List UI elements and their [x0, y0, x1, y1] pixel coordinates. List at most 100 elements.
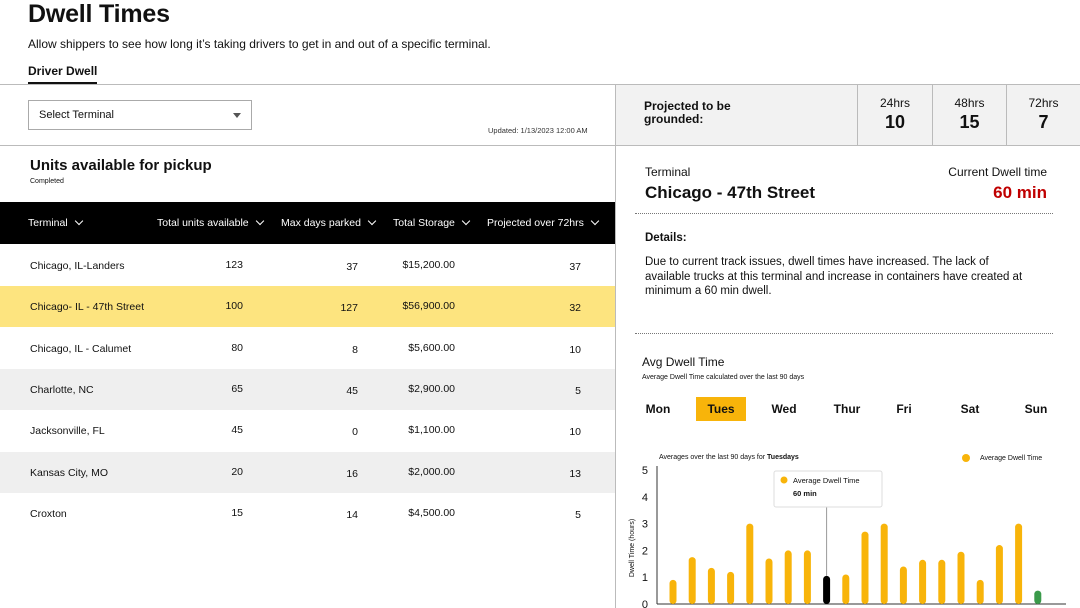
terminal-select[interactable]: Select Terminal: [28, 100, 252, 130]
table-cell: Chicago, IL-Landers: [30, 260, 125, 272]
chevron-down-icon: [367, 216, 377, 226]
tooltip-label: Average Dwell Time: [793, 476, 860, 485]
chart-bar: [976, 579, 984, 604]
chart-bar: [765, 558, 773, 604]
table-row[interactable]: Chicago, IL - Calumet 80 8 $5,600.00 10: [0, 328, 615, 369]
dotted-divider: [635, 213, 1053, 214]
units-subtitle: Completed: [30, 178, 64, 185]
table-cell: 127: [340, 302, 358, 315]
column-label: Total units available: [157, 217, 249, 229]
table-cell: 100: [225, 300, 243, 313]
table-cell: 45: [346, 384, 358, 397]
column-label: Terminal: [28, 217, 68, 229]
day-tab-sun[interactable]: Sun: [1024, 402, 1048, 416]
table-cell: 13: [569, 467, 581, 480]
details-text: Due to current track issues, dwell times…: [645, 256, 1023, 297]
terminal-name: Chicago - 47th Street: [645, 183, 816, 202]
y-tick-label: 1: [642, 572, 648, 584]
chart-bar: [919, 559, 927, 604]
table-cell: 10: [569, 426, 581, 439]
chevron-down-icon: [255, 216, 264, 226]
table-cell: 0: [352, 426, 358, 439]
updated-timestamp: Updated: 1/13/2023 12:00 AM: [488, 126, 588, 135]
column-header-terminal[interactable]: Terminal: [28, 216, 83, 229]
tooltip-dot-icon: [780, 476, 788, 484]
day-tab-mon[interactable]: Mon: [645, 402, 671, 416]
column-header-total-units[interactable]: Total units available: [157, 216, 264, 229]
current-dwell-label: Current Dwell time: [948, 165, 1047, 179]
day-tab-fri[interactable]: Fri: [896, 402, 912, 416]
avg-dwell-subtitle: Average Dwell Time calculated over the l…: [642, 374, 805, 381]
terminal-label: Terminal: [645, 165, 691, 179]
table-cell: 14: [346, 508, 358, 521]
column-header-max-days[interactable]: Max days parked: [281, 216, 377, 229]
divider: [0, 84, 1080, 85]
table-cell: 10: [569, 343, 581, 356]
table-row[interactable]: Chicago- IL - 47th Street 100 127 $56,900.0…: [0, 286, 615, 328]
table-cell: $2,900.00: [408, 382, 455, 395]
projected-period: 48hrs: [954, 96, 985, 110]
column-header-projected[interactable]: Projected over 72hrs: [487, 216, 600, 229]
day-tab-sat[interactable]: Sat: [960, 402, 980, 416]
table-cell: $56,900.00: [402, 300, 455, 313]
table-cell: 45: [231, 424, 243, 437]
projected-value: 7: [1038, 112, 1049, 132]
y-tick-label: 4: [642, 492, 648, 504]
tooltip-box: [773, 470, 883, 508]
table-cell: $2,000.00: [408, 465, 455, 478]
projected-period: 24hrs: [879, 96, 911, 110]
table-row[interactable]: Jacksonville, FL 45 0 $1,100.00 10: [0, 410, 615, 451]
chart-bar: [861, 531, 869, 604]
y-tick-label: 0: [642, 599, 648, 608]
table-cell: 8: [352, 343, 358, 356]
chart-bar: [803, 550, 811, 604]
chart-bar: [842, 574, 850, 604]
y-axis-label: Dwell Time (hours): [629, 519, 636, 577]
table-row[interactable]: Croxton 15 14 $4,500.00 5: [0, 493, 615, 534]
table-cell: Chicago, IL - Calumet: [30, 342, 132, 355]
day-tab-tues[interactable]: Tues: [696, 397, 746, 421]
day-tab-wed[interactable]: Wed: [771, 402, 797, 416]
divider: [0, 145, 1080, 146]
legend-label: Average Dwell Time: [980, 454, 1043, 462]
column-label: Projected over 72hrs: [487, 217, 584, 229]
projected-label: Projected to be grounded:: [644, 99, 731, 126]
dotted-divider: [635, 333, 1053, 334]
chart-bar: [1015, 523, 1023, 604]
page-subtitle: Allow shippers to see how long it’s taki…: [28, 37, 491, 51]
table-row[interactable]: Chicago, IL-Landers 123 37 $15,200.00 37: [0, 245, 615, 286]
panel-divider: [615, 84, 616, 608]
table-cell: 16: [346, 467, 358, 480]
table-cell: Charlotte, NC: [30, 383, 94, 396]
chart-bar: [995, 545, 1003, 604]
tab-driver-dwell[interactable]: Driver Dwell: [28, 64, 98, 84]
y-tick-label: 5: [642, 465, 648, 477]
table-row[interactable]: Charlotte, NC 65 45 $2,900.00 5: [0, 368, 615, 410]
table-cell: Croxton: [30, 507, 67, 520]
day-tab-thur[interactable]: Thur: [833, 402, 861, 416]
chart-bar: [746, 523, 754, 604]
table-header: Terminal Total units available Max days …: [0, 202, 615, 244]
column-label: Total Storage: [393, 217, 455, 229]
table-cell: $15,200.00: [402, 259, 455, 271]
table-cell: 65: [231, 382, 243, 395]
projected-72hrs: 72hrs 7: [1006, 85, 1080, 145]
projected-value: 10: [884, 112, 906, 132]
chart-bar: [688, 557, 696, 604]
table-cell: 5: [575, 384, 581, 397]
projected-48hrs: 48hrs 15: [932, 85, 1006, 145]
chart-bar: [899, 566, 907, 604]
chevron-down-icon: [74, 216, 83, 226]
column-header-total-storage[interactable]: Total Storage: [393, 216, 471, 229]
chart-note-day: Tuesdays: [767, 454, 799, 461]
table-row[interactable]: Kansas City, MO 20 16 $2,000.00 13: [0, 451, 615, 493]
table-cell: 80: [231, 341, 243, 354]
page-title: Dwell Times: [28, 0, 170, 28]
chart-note-prefix: Averages over the last 90 days for: [659, 454, 768, 461]
chart-bar: [1034, 590, 1042, 604]
chart-bar: [957, 551, 965, 604]
table-cell: 20: [231, 465, 243, 478]
chevron-down-icon: [461, 216, 471, 226]
table-cell: 5: [575, 508, 581, 521]
chart-bar: [784, 550, 792, 604]
